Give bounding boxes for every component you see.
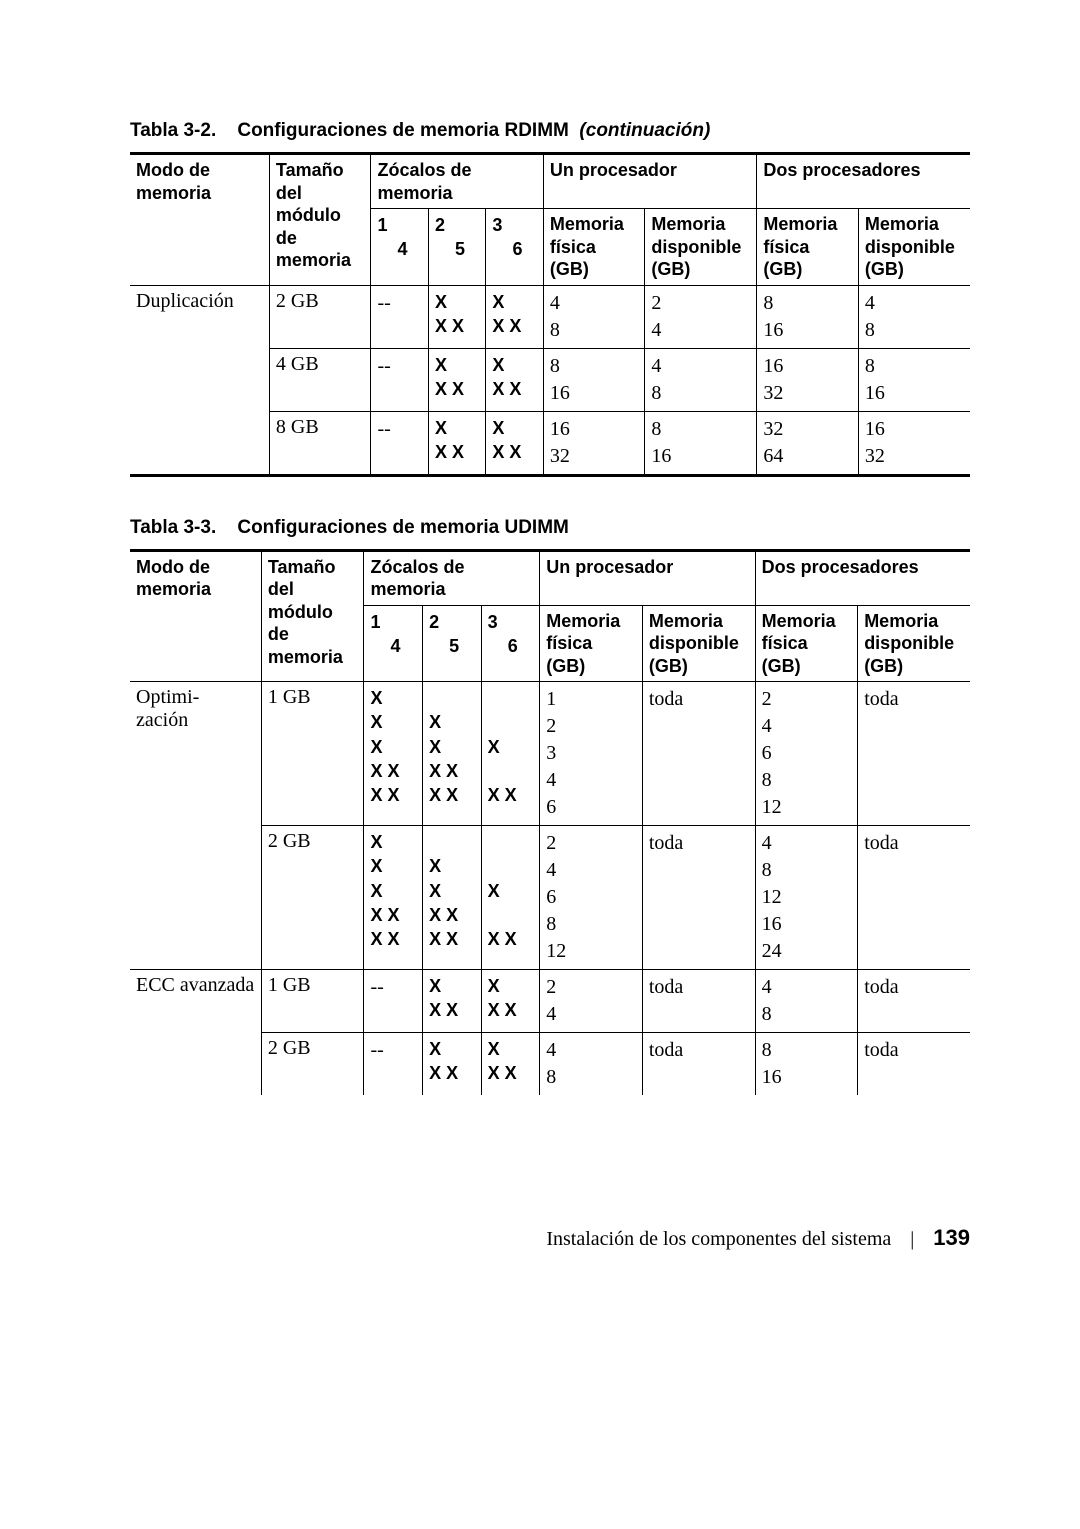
cell-slot1: -- bbox=[364, 970, 423, 1033]
cell-slot3: XX X bbox=[486, 411, 543, 475]
table1-caption: Tabla 3-2. Configuraciones de memoria RD… bbox=[130, 120, 970, 142]
cell-p1d: toda bbox=[642, 682, 755, 826]
table-row: Optimi-zación1 GBXXXX XX X XXX XX X X X … bbox=[130, 682, 970, 826]
cell-slot2: XXX XX X bbox=[423, 826, 482, 970]
hdr-p2f: Memoria física (GB) bbox=[757, 209, 858, 286]
cell-slot2: XX X bbox=[423, 1033, 482, 1096]
table-udimm: Modo de memoria Tamaño del módulo de mem… bbox=[130, 549, 970, 1096]
cell-size: 1 GB bbox=[261, 970, 364, 1033]
cell-slot3: X X X bbox=[481, 826, 540, 970]
hdr-slot25: 2 5 bbox=[423, 605, 482, 682]
cell-slot2: XX X bbox=[428, 285, 485, 348]
cell-slot3: X X X bbox=[481, 682, 540, 826]
page-number: 139 bbox=[933, 1225, 970, 1250]
hdr-slot25: 2 5 bbox=[428, 209, 485, 286]
caption-prefix: Tabla 3-2. bbox=[130, 120, 216, 141]
hdr-slot36: 3 6 bbox=[486, 209, 543, 286]
hdr-unproc: Un procesador bbox=[543, 154, 757, 209]
cell-p2f: 3264 bbox=[757, 411, 858, 475]
cell-size: 8 GB bbox=[269, 411, 371, 475]
cell-slot2: XX X bbox=[428, 411, 485, 475]
cell-p1d: 24 bbox=[645, 285, 757, 348]
cell-size: 2 GB bbox=[269, 285, 371, 348]
cell-p2f: 1632 bbox=[757, 348, 858, 411]
hdr-tamano: Tamaño del módulo de memoria bbox=[261, 550, 364, 682]
cell-slot1: -- bbox=[371, 285, 428, 348]
cell-slot1: XXXX XX X bbox=[364, 682, 423, 826]
cell-p1f: 816 bbox=[543, 348, 644, 411]
cell-slot3: XX X bbox=[486, 285, 543, 348]
hdr-p1f: Memoria física (GB) bbox=[540, 605, 643, 682]
hdr-slot36: 3 6 bbox=[481, 605, 540, 682]
footer-sep: | bbox=[910, 1228, 914, 1250]
cell-p2d: 816 bbox=[858, 348, 970, 411]
cell-size: 2 GB bbox=[261, 826, 364, 970]
hdr-tamano: Tamaño del módulo de memoria bbox=[269, 154, 371, 286]
hdr-p2d: Memoria disponible (GB) bbox=[858, 605, 970, 682]
cell-slot2: XX X bbox=[423, 970, 482, 1033]
cell-modo: Duplicación bbox=[130, 285, 269, 475]
cell-p1f: 48 bbox=[540, 1033, 643, 1096]
cell-p2f: 48 bbox=[755, 970, 858, 1033]
cell-p1d: toda bbox=[642, 826, 755, 970]
cell-p1d: 48 bbox=[645, 348, 757, 411]
cell-slot3: XX X bbox=[481, 1033, 540, 1096]
cell-p1f: 246812 bbox=[540, 826, 643, 970]
cell-modo: ECC avanzada bbox=[130, 970, 261, 1096]
cell-p1f: 1632 bbox=[543, 411, 644, 475]
cell-p2d: toda bbox=[858, 682, 970, 826]
hdr-p2f: Memoria física (GB) bbox=[755, 605, 858, 682]
cell-p2f: 48121624 bbox=[755, 826, 858, 970]
cell-slot2: XX X bbox=[428, 348, 485, 411]
table-rdimm: Modo de memoria Tamaño del módulo de mem… bbox=[130, 152, 970, 477]
hdr-dosproc: Dos procesadores bbox=[755, 550, 970, 605]
cell-size: 4 GB bbox=[269, 348, 371, 411]
table2-caption: Tabla 3-3. Configuraciones de memoria UD… bbox=[130, 517, 970, 539]
hdr-modo: Modo de memoria bbox=[130, 550, 261, 682]
caption-title: Configuraciones de memoria RDIMM bbox=[237, 120, 569, 141]
hdr-dosproc: Dos procesadores bbox=[757, 154, 970, 209]
cell-p2d: 48 bbox=[858, 285, 970, 348]
page-footer: Instalación de los componentes del siste… bbox=[130, 1225, 970, 1251]
hdr-zocalos: Zócalos de memoria bbox=[371, 154, 543, 209]
cell-modo: Optimi-zación bbox=[130, 682, 261, 970]
cell-p1f: 48 bbox=[543, 285, 644, 348]
cell-p2f: 246812 bbox=[755, 682, 858, 826]
cell-p2f: 816 bbox=[755, 1033, 858, 1096]
cell-slot3: XX X bbox=[486, 348, 543, 411]
cell-p2d: 1632 bbox=[858, 411, 970, 475]
footer-text: Instalación de los componentes del siste… bbox=[546, 1228, 891, 1250]
cell-slot2: XXX XX X bbox=[423, 682, 482, 826]
caption-suffix: (continuación) bbox=[579, 120, 710, 141]
cell-p1d: toda bbox=[642, 1033, 755, 1096]
cell-size: 1 GB bbox=[261, 682, 364, 826]
cell-p1d: toda bbox=[642, 970, 755, 1033]
hdr-zocalos: Zócalos de memoria bbox=[364, 550, 540, 605]
hdr-slot14: 1 4 bbox=[364, 605, 423, 682]
table-row: Duplicación2 GB--XX XXX X482481648 bbox=[130, 285, 970, 348]
caption-title: Configuraciones de memoria UDIMM bbox=[237, 517, 569, 538]
cell-p1f: 24 bbox=[540, 970, 643, 1033]
cell-slot1: XXXX XX X bbox=[364, 826, 423, 970]
hdr-p2d: Memoria disponible (GB) bbox=[858, 209, 970, 286]
cell-slot1: -- bbox=[371, 348, 428, 411]
cell-slot1: -- bbox=[371, 411, 428, 475]
cell-slot1: -- bbox=[364, 1033, 423, 1096]
hdr-unproc: Un procesador bbox=[540, 550, 755, 605]
cell-p2f: 816 bbox=[757, 285, 858, 348]
caption-prefix: Tabla 3-3. bbox=[130, 517, 216, 538]
cell-p2d: toda bbox=[858, 970, 970, 1033]
cell-p2d: toda bbox=[858, 1033, 970, 1096]
hdr-p1d: Memoria disponible (GB) bbox=[642, 605, 755, 682]
table-row: ECC avanzada1 GB--XX XXX X24toda48toda bbox=[130, 970, 970, 1033]
cell-size: 2 GB bbox=[261, 1033, 364, 1096]
cell-p1f: 12346 bbox=[540, 682, 643, 826]
hdr-p1f: Memoria física (GB) bbox=[543, 209, 644, 286]
hdr-slot14: 1 4 bbox=[371, 209, 428, 286]
cell-p1d: 816 bbox=[645, 411, 757, 475]
cell-slot3: XX X bbox=[481, 970, 540, 1033]
hdr-modo: Modo de memoria bbox=[130, 154, 269, 286]
cell-p2d: toda bbox=[858, 826, 970, 970]
hdr-p1d: Memoria disponible (GB) bbox=[645, 209, 757, 286]
